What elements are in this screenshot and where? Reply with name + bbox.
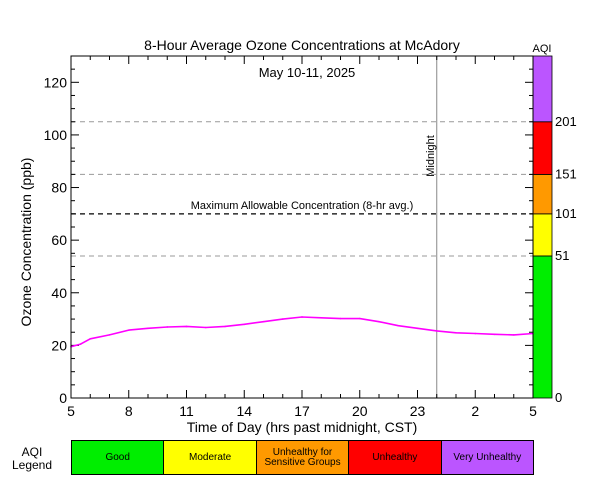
aqi-legend-label: Unhealthy for Sensitive Groups (264, 446, 341, 468)
y-tick-label-0: 0 (59, 390, 67, 406)
aqi-band-3 (532, 121, 553, 175)
ozone-data-point (455, 331, 457, 334)
aqi-band-2 (532, 173, 553, 215)
ozone-data-point (281, 318, 284, 320)
y-tick-label-4: 80 (51, 180, 67, 196)
ozone-chart: 8-Hour Average Ozone Concentrations at M… (18, 37, 577, 435)
x-tick-label-2: 11 (179, 403, 194, 419)
aqi-band-0 (532, 255, 553, 399)
ozone-data-point (89, 338, 92, 340)
aqi-band-label-1: 51 (555, 248, 569, 263)
aqi-legend-box-unhealthy-for-sensitive-groups: Unhealthy for Sensitive Groups (256, 440, 350, 475)
ozone-data-point (79, 343, 82, 345)
ozone-data-point (224, 325, 226, 328)
ozone-data-point (416, 327, 419, 330)
plot-frame (70, 55, 534, 399)
ozone-data-point (262, 320, 265, 323)
y-tick-label-5: 100 (44, 127, 68, 143)
x-tick-label-6: 23 (410, 403, 426, 419)
ozone-series-line (70, 316, 534, 348)
x-tick-label-8: 5 (529, 403, 537, 419)
ozone-data-point (339, 317, 342, 320)
aqi-band-label-0: 0 (555, 390, 562, 405)
ozone-data-point (397, 324, 400, 327)
y-tick-label-3: 60 (51, 232, 67, 248)
aqi-band-label-2: 101 (555, 206, 577, 221)
aqi-legend-boxes: Good Moderate Unhealthy for Sensitive Grou… (71, 440, 535, 475)
aqi-band-4 (532, 55, 553, 123)
aqi-legend: AQI Legend Good Moderate Unhealthy for Sen… (0, 440, 605, 480)
ozone-data-point (147, 327, 149, 330)
x-tick-label-5: 20 (352, 403, 368, 419)
x-tick-label-1: 8 (125, 403, 133, 419)
y-tick-label-6: 120 (44, 74, 68, 90)
ozone-data-point (435, 330, 438, 332)
chart-subtitle: May 10-11, 2025 (259, 65, 356, 80)
aqi-band-label-4: 201 (555, 114, 577, 129)
ozone-data-point (320, 316, 323, 319)
ozone-data-point (243, 323, 246, 326)
x-tick-label-0: 5 (67, 403, 75, 419)
chart-title: 8-Hour Average Ozone Concentrations at M… (144, 37, 460, 53)
x-tick-label-3: 14 (236, 403, 252, 419)
aqi-legend-label: Unhealthy (372, 451, 418, 463)
max-allowable-label: Maximum Allowable Concentration (8-hr av… (191, 200, 414, 212)
ozone-data-point (108, 334, 111, 336)
aqi-legend-box-very-unhealthy: Very Unhealthy (441, 440, 535, 475)
aqi-legend-label: Moderate (188, 451, 232, 463)
y-axis-label: Ozone Concentration (ppb) (18, 158, 34, 327)
aqi-band-label-3: 151 (555, 166, 577, 181)
y-tick-label-1: 20 (51, 337, 67, 353)
ozone-data-point (358, 317, 361, 320)
ozone-data-point (204, 326, 207, 329)
aqi-band-1 (532, 213, 553, 257)
aqi-legend-title-line2: Legend (11, 458, 53, 472)
aqi-legend-label: Very Unhealthy (453, 451, 522, 463)
ozone-data-point (493, 333, 496, 336)
ozone-data-point (166, 326, 169, 328)
y-tick-label-2: 40 (51, 285, 67, 301)
aqi-legend-title-line1: AQI (21, 445, 43, 459)
ozone-data-point (474, 332, 477, 335)
x-tick-label-7: 2 (471, 403, 479, 419)
aqi-legend-title: AQI Legend (4, 446, 60, 472)
x-tick-label-4: 17 (294, 403, 310, 419)
ozone-data-point (378, 320, 380, 323)
x-axis-label: Time of Day (hrs past midnight, CST) (187, 419, 418, 435)
aqi-bar-title: AQI (533, 43, 552, 55)
ozone-data-point (512, 334, 515, 336)
aqi-legend-box-unhealthy: Unhealthy (349, 440, 442, 475)
aqi-legend-label: Good (105, 451, 130, 463)
ozone-data-point (185, 325, 188, 328)
aqi-legend-box-moderate: Moderate (164, 440, 257, 475)
midnight-label: Midnight (425, 135, 437, 177)
ozone-data-point (301, 316, 303, 318)
ozone-data-point (127, 329, 130, 331)
aqi-legend-box-good: Good (72, 440, 165, 475)
